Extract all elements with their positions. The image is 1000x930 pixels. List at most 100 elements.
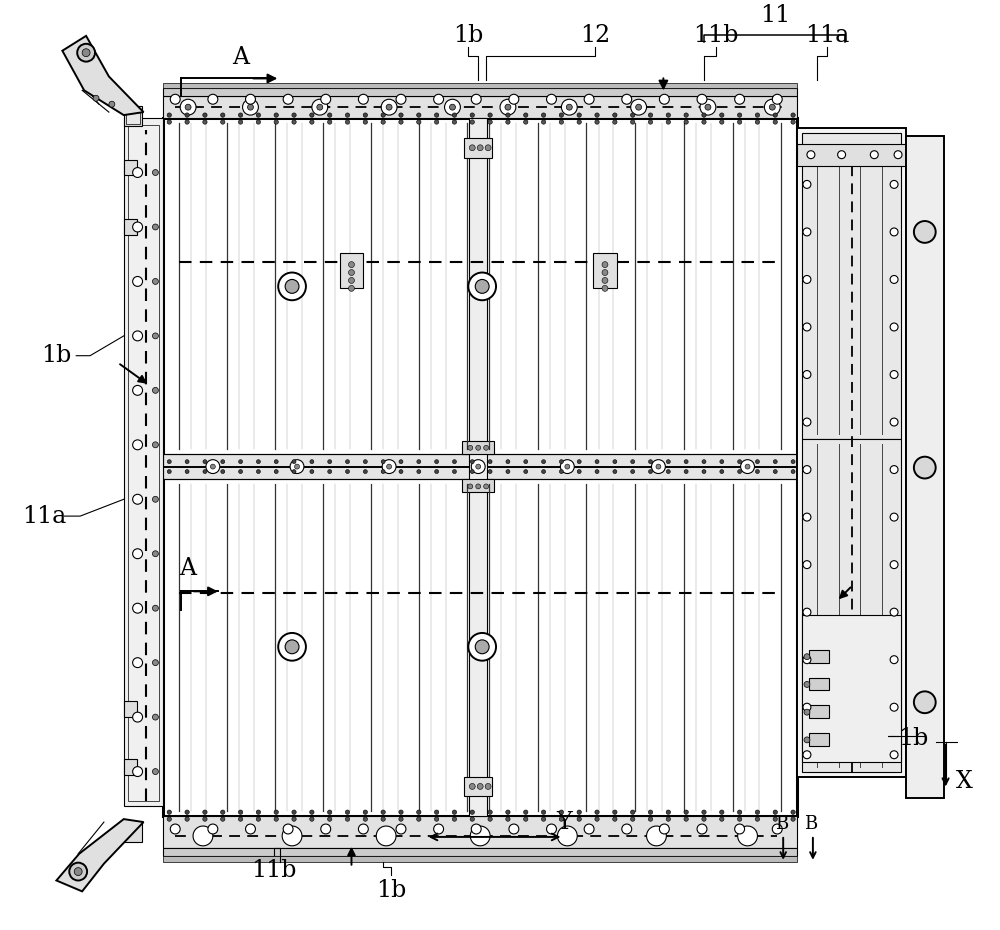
Circle shape bbox=[636, 104, 642, 110]
Circle shape bbox=[185, 459, 189, 464]
Circle shape bbox=[203, 810, 207, 815]
Bar bbox=[797, 144, 906, 166]
Circle shape bbox=[557, 826, 577, 846]
Circle shape bbox=[755, 817, 760, 821]
Circle shape bbox=[285, 640, 299, 654]
Bar bbox=[469, 118, 487, 817]
Circle shape bbox=[702, 810, 706, 815]
Circle shape bbox=[769, 104, 775, 110]
Circle shape bbox=[631, 470, 635, 473]
Circle shape bbox=[666, 459, 670, 464]
Circle shape bbox=[133, 167, 143, 178]
Circle shape bbox=[506, 810, 510, 815]
Circle shape bbox=[631, 817, 635, 821]
Circle shape bbox=[152, 278, 158, 285]
Circle shape bbox=[684, 470, 688, 473]
Circle shape bbox=[417, 810, 421, 815]
Circle shape bbox=[282, 826, 302, 846]
Bar bbox=[809, 705, 829, 718]
Circle shape bbox=[470, 470, 474, 473]
Circle shape bbox=[452, 120, 457, 125]
Circle shape bbox=[666, 810, 671, 815]
Circle shape bbox=[167, 470, 171, 473]
Circle shape bbox=[807, 151, 815, 159]
Circle shape bbox=[755, 113, 760, 117]
Circle shape bbox=[488, 470, 492, 473]
Bar bbox=[809, 650, 829, 663]
Circle shape bbox=[274, 470, 278, 473]
Circle shape bbox=[133, 658, 143, 668]
Circle shape bbox=[476, 464, 481, 469]
Circle shape bbox=[803, 275, 811, 284]
Circle shape bbox=[349, 277, 354, 284]
Circle shape bbox=[894, 151, 902, 159]
Circle shape bbox=[471, 824, 481, 834]
Circle shape bbox=[700, 100, 716, 115]
Circle shape bbox=[484, 445, 489, 450]
Circle shape bbox=[475, 279, 489, 293]
Circle shape bbox=[803, 228, 811, 236]
Circle shape bbox=[434, 817, 439, 821]
Circle shape bbox=[738, 459, 742, 464]
Circle shape bbox=[659, 94, 669, 104]
Circle shape bbox=[246, 94, 255, 104]
Circle shape bbox=[180, 100, 196, 115]
Circle shape bbox=[476, 484, 481, 489]
Text: B: B bbox=[775, 815, 788, 833]
Circle shape bbox=[559, 817, 564, 821]
Circle shape bbox=[773, 470, 777, 473]
Circle shape bbox=[745, 464, 750, 469]
Circle shape bbox=[152, 714, 158, 720]
Circle shape bbox=[720, 459, 724, 464]
Circle shape bbox=[346, 459, 349, 464]
Circle shape bbox=[292, 470, 296, 473]
Circle shape bbox=[506, 120, 510, 125]
Circle shape bbox=[290, 459, 304, 473]
Circle shape bbox=[345, 120, 350, 125]
Circle shape bbox=[631, 459, 635, 464]
Circle shape bbox=[702, 120, 706, 125]
Circle shape bbox=[631, 100, 647, 115]
Circle shape bbox=[684, 120, 688, 125]
Circle shape bbox=[469, 145, 475, 151]
Text: 11a: 11a bbox=[805, 24, 849, 46]
Circle shape bbox=[697, 94, 707, 104]
Circle shape bbox=[381, 810, 385, 815]
Bar bbox=[163, 84, 797, 88]
Circle shape bbox=[803, 418, 811, 426]
Circle shape bbox=[82, 48, 90, 57]
Circle shape bbox=[559, 459, 563, 464]
Circle shape bbox=[203, 113, 207, 117]
Circle shape bbox=[647, 826, 666, 846]
Circle shape bbox=[221, 470, 225, 473]
Circle shape bbox=[471, 94, 481, 104]
Circle shape bbox=[328, 113, 332, 117]
Circle shape bbox=[791, 817, 795, 821]
Circle shape bbox=[283, 824, 293, 834]
Circle shape bbox=[185, 120, 189, 125]
Circle shape bbox=[203, 470, 207, 473]
Circle shape bbox=[541, 810, 546, 815]
Circle shape bbox=[417, 470, 421, 473]
Text: 11a: 11a bbox=[22, 505, 67, 527]
Circle shape bbox=[470, 459, 474, 464]
Circle shape bbox=[656, 464, 661, 469]
Circle shape bbox=[648, 817, 653, 821]
Circle shape bbox=[310, 810, 314, 815]
Circle shape bbox=[772, 94, 782, 104]
Bar bbox=[464, 138, 492, 158]
Circle shape bbox=[152, 442, 158, 447]
Circle shape bbox=[684, 810, 688, 815]
Circle shape bbox=[399, 810, 403, 815]
Text: A: A bbox=[232, 46, 249, 69]
Circle shape bbox=[720, 113, 724, 117]
Circle shape bbox=[595, 113, 599, 117]
Circle shape bbox=[542, 470, 546, 473]
Circle shape bbox=[648, 120, 653, 125]
Circle shape bbox=[791, 470, 795, 473]
Circle shape bbox=[283, 94, 293, 104]
Bar bbox=[593, 253, 617, 288]
Circle shape bbox=[292, 113, 296, 117]
Circle shape bbox=[524, 817, 528, 821]
Circle shape bbox=[381, 817, 385, 821]
